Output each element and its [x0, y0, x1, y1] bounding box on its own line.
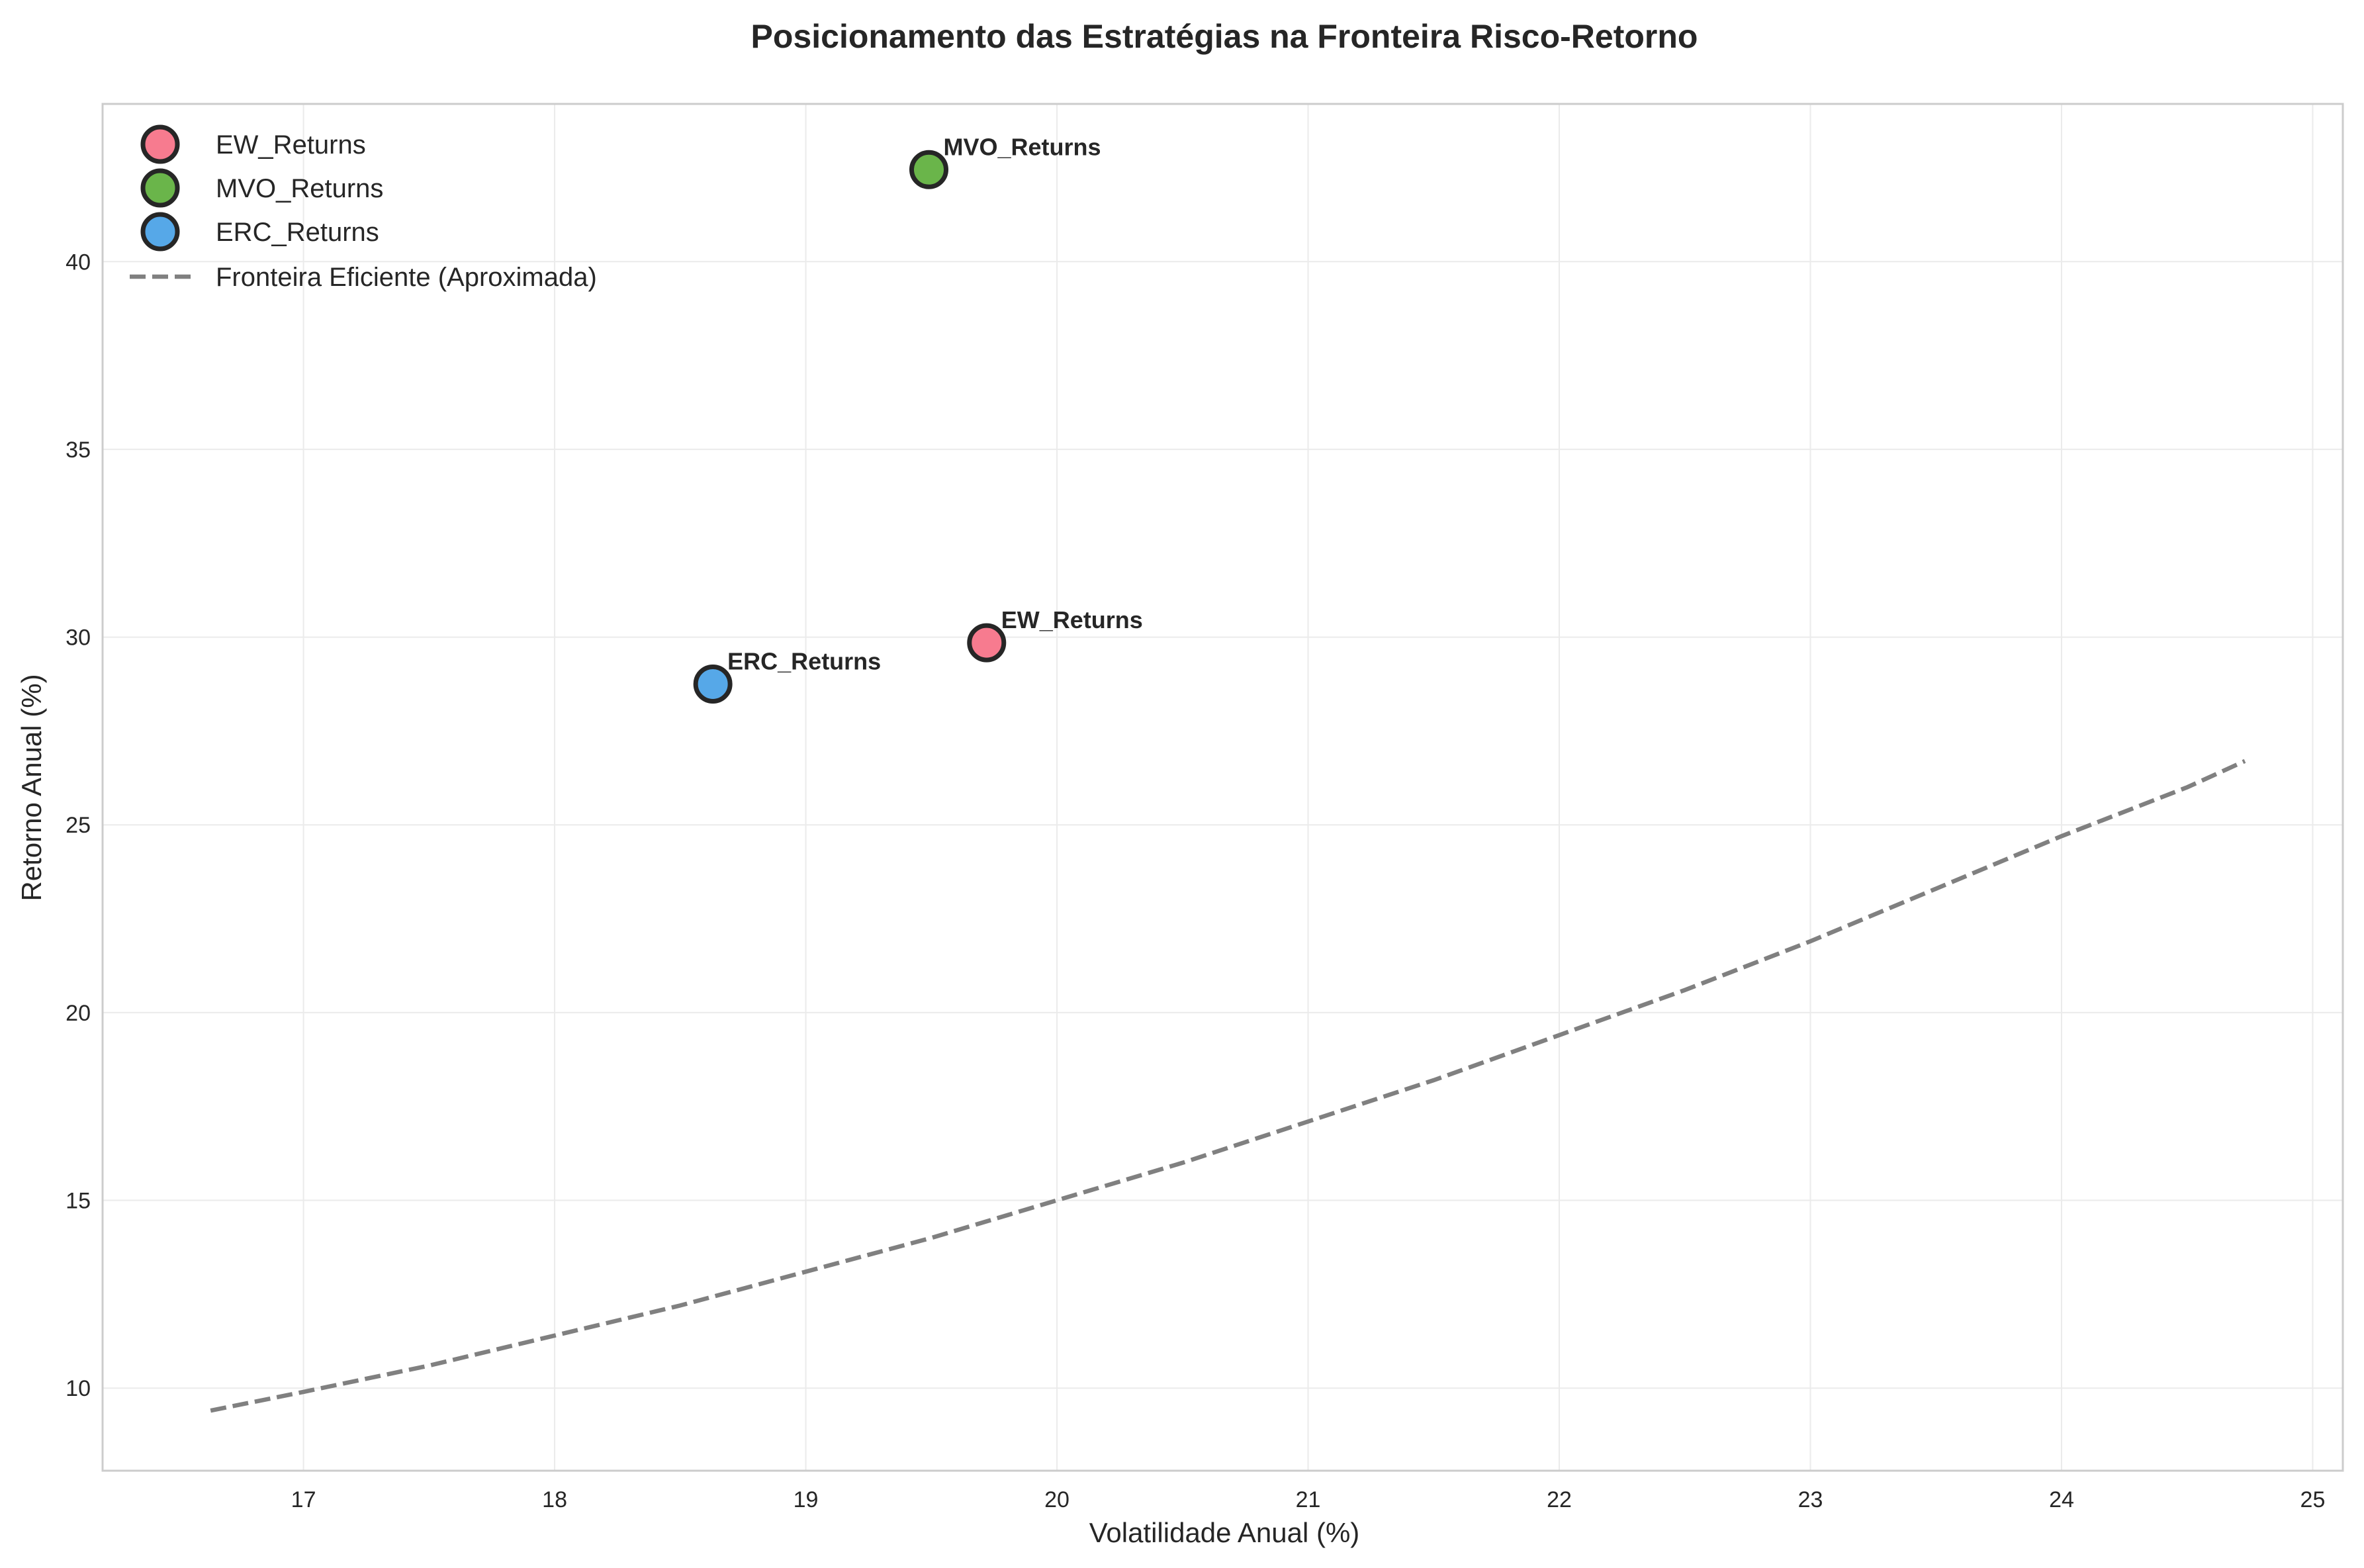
legend-marker: [140, 124, 180, 164]
x-tick-label: 25: [2300, 1487, 2326, 1512]
data-point-erc-returns: [693, 664, 733, 704]
data-point-ew-returns: [967, 623, 1007, 663]
x-tick-label: 18: [542, 1487, 567, 1512]
y-tick-label: 30: [66, 625, 91, 651]
plot-frame: [101, 103, 2344, 1472]
x-tick-label: 19: [794, 1487, 819, 1512]
point-label-erc-returns: ERC_Returns: [727, 647, 881, 674]
legend-marker: [140, 212, 180, 252]
x-tick-label: 20: [1044, 1487, 1069, 1512]
y-tick-label: 40: [66, 250, 91, 275]
legend: EW_Returns MVO_Returns ERC_Returns Fronteir…: [130, 124, 597, 292]
grid: [103, 104, 2343, 1471]
data-point-mvo-returns: [909, 150, 949, 189]
chart-title: Posicionamento das Estratégias na Fronte…: [751, 18, 1698, 55]
legend-marker: [140, 168, 180, 208]
x-axis-label: Volatilidade Anual (%): [1089, 1517, 1360, 1548]
legend-label: MVO_Returns: [216, 174, 383, 203]
data-points: EW_Returns MVO_Returns ERC_Returns: [693, 133, 1143, 704]
y-tick-label: 35: [66, 438, 91, 463]
x-tick-label: 17: [291, 1487, 316, 1512]
x-tick-label: 23: [1798, 1487, 1823, 1512]
x-tick-label: 21: [1296, 1487, 1321, 1512]
legend-label: ERC_Returns: [216, 218, 379, 247]
point-label-mvo-returns: MVO_Returns: [944, 133, 1101, 160]
y-tick-labels: 10 15 20 25 30 35 40: [66, 250, 91, 1401]
legend-label: Fronteira Eficiente (Aproximada): [216, 263, 597, 292]
point-label-ew-returns: EW_Returns: [1001, 606, 1143, 633]
frontier-line: [210, 759, 2246, 1413]
legend-label: EW_Returns: [216, 130, 366, 160]
x-tick-labels: 17 18 19 20 21 22 23 24 25: [291, 1487, 2326, 1512]
y-tick-label: 10: [66, 1376, 91, 1401]
y-axis-label: Retorno Anual (%): [16, 674, 47, 901]
y-tick-label: 15: [66, 1189, 91, 1214]
x-tick-label: 24: [2049, 1487, 2074, 1512]
x-tick-label: 22: [1547, 1487, 1572, 1512]
y-tick-label: 25: [66, 813, 91, 838]
y-tick-label: 20: [66, 1001, 91, 1026]
